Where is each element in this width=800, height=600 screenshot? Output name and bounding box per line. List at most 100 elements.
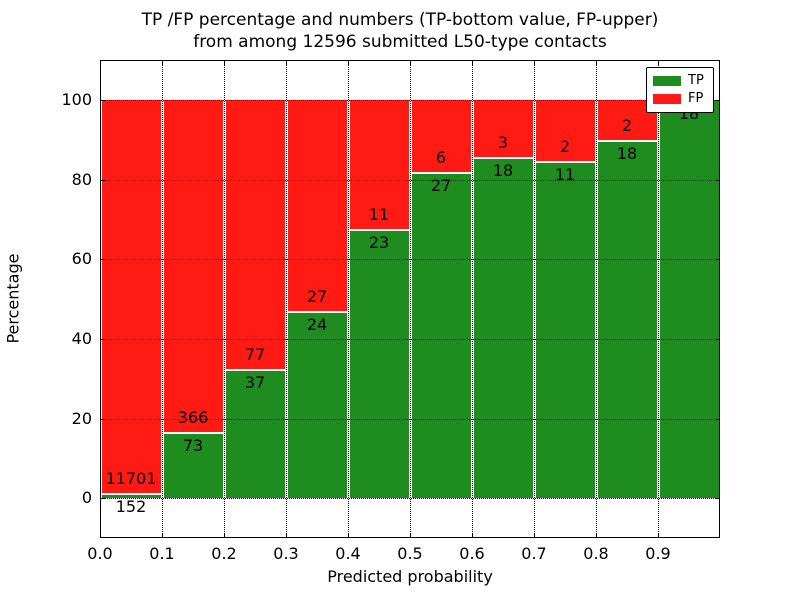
gridline	[534, 60, 535, 538]
x-tick-label: 0.5	[397, 544, 423, 563]
y-tick-mark	[101, 418, 105, 420]
bar-segment-tp	[225, 368, 285, 499]
gridline	[596, 60, 597, 538]
bar-segment-fp	[411, 99, 471, 173]
bar-label-tp: 27	[430, 176, 452, 196]
bar-segment-fp	[473, 99, 533, 157]
bar-label-tp: 37	[244, 372, 266, 392]
x-tick-mark	[224, 533, 225, 537]
bar-label-tp: 152	[115, 497, 147, 517]
bar-label-tp: 24	[306, 314, 328, 334]
x-tick-label: 0.1	[149, 544, 175, 563]
bar-label-tp: 23	[368, 232, 390, 252]
x-tick-mark	[162, 61, 163, 65]
y-axis-label: Percentage	[3, 253, 23, 344]
legend-label-fp: FP	[688, 91, 704, 106]
x-tick-label: 0.6	[459, 544, 485, 563]
bar-segment-tp	[163, 431, 223, 499]
bar-label-fp: 27	[306, 286, 328, 306]
x-tick-mark	[658, 61, 659, 65]
bar-segment-tp	[473, 156, 533, 499]
y-tick-mark	[715, 179, 719, 181]
x-tick-mark	[596, 61, 597, 65]
x-tick-label: 0.4	[335, 544, 361, 563]
bar-segment-fp	[535, 99, 595, 162]
y-tick-label: 0	[81, 488, 92, 508]
bar-label-tp: 18	[492, 160, 514, 180]
y-tick-label: 60	[71, 249, 92, 269]
y-tick-mark	[101, 99, 105, 101]
bar-segment-fp	[163, 99, 223, 432]
bar-segment-tp	[597, 139, 657, 499]
x-tick-label: 0.7	[521, 544, 547, 563]
y-tick-mark	[101, 338, 105, 340]
tp-color-swatch-icon	[653, 76, 681, 86]
x-tick-mark	[410, 61, 411, 65]
bar-label-fp: 6	[435, 148, 447, 168]
bar-label-tp: 18	[616, 143, 638, 163]
gridline	[658, 60, 659, 538]
y-tick-label: 100	[61, 89, 92, 109]
x-tick-mark	[472, 533, 473, 537]
x-tick-mark	[100, 61, 101, 65]
x-axis-label: Predicted probability	[327, 567, 493, 586]
x-tick-mark	[286, 61, 287, 65]
y-tick-label: 20	[71, 408, 92, 428]
x-tick-mark	[410, 533, 411, 537]
x-tick-mark	[224, 61, 225, 65]
bar-segment-fp	[225, 99, 285, 369]
y-tick-label: 40	[71, 328, 92, 348]
x-tick-mark	[348, 61, 349, 65]
x-tick-mark	[658, 533, 659, 537]
y-tick-mark	[715, 99, 719, 101]
legend-label-tp: TP	[688, 73, 704, 88]
bar-label-fp: 11701	[105, 469, 157, 489]
bar-segment-tp	[411, 172, 471, 499]
bar-segment-fp	[101, 99, 161, 494]
fp-color-swatch-icon	[653, 94, 681, 104]
gridline	[224, 60, 225, 538]
x-tick-label: 0.8	[583, 544, 609, 563]
x-tick-label: 0.3	[273, 544, 299, 563]
x-tick-label: 0.0	[87, 544, 113, 563]
bar-segment-fp	[287, 99, 347, 311]
x-tick-label: 0.2	[211, 544, 237, 563]
bar-segment-tp	[287, 310, 347, 499]
y-tick-mark	[715, 259, 719, 261]
bar-label-fp: 11	[368, 204, 390, 224]
bar-label-tp: 11	[554, 165, 576, 185]
legend-entry-tp: TP	[653, 72, 713, 90]
y-tick-mark	[715, 338, 719, 340]
x-tick-mark	[100, 533, 101, 537]
y-tick-mark	[101, 498, 105, 500]
x-tick-mark	[534, 533, 535, 537]
legend-entry-fp: FP	[653, 90, 713, 108]
bar-label-fp: 3	[497, 132, 509, 152]
x-tick-mark	[534, 61, 535, 65]
bar-label-fp: 366	[177, 407, 209, 427]
chart-title: TP /FP percentage and numbers (TP-bottom…	[0, 9, 800, 53]
gridline	[286, 60, 287, 538]
legend: TP FP	[646, 67, 714, 113]
bar-label-fp: 77	[244, 344, 266, 364]
bar-label-tp: 73	[182, 435, 204, 455]
x-tick-mark	[162, 533, 163, 537]
x-tick-mark	[348, 533, 349, 537]
y-tick-label: 80	[71, 169, 92, 189]
y-tick-mark	[715, 498, 719, 500]
x-tick-mark	[286, 533, 287, 537]
gridline	[162, 60, 163, 538]
bar-segment-fp	[349, 99, 409, 229]
x-tick-mark	[596, 533, 597, 537]
bar-label-fp: 2	[621, 115, 633, 135]
bar-segment-tp	[535, 161, 595, 499]
bar-label-fp: 2	[559, 137, 571, 157]
bar-segment-tp	[659, 99, 719, 499]
gridline	[348, 60, 349, 538]
chart-title-line2: from among 12596 submitted L50-type cont…	[193, 32, 607, 52]
y-tick-mark	[101, 259, 105, 261]
chart-title-line1: TP /FP percentage and numbers (TP-bottom…	[141, 10, 659, 30]
y-tick-mark	[101, 179, 105, 181]
x-tick-mark	[472, 61, 473, 65]
